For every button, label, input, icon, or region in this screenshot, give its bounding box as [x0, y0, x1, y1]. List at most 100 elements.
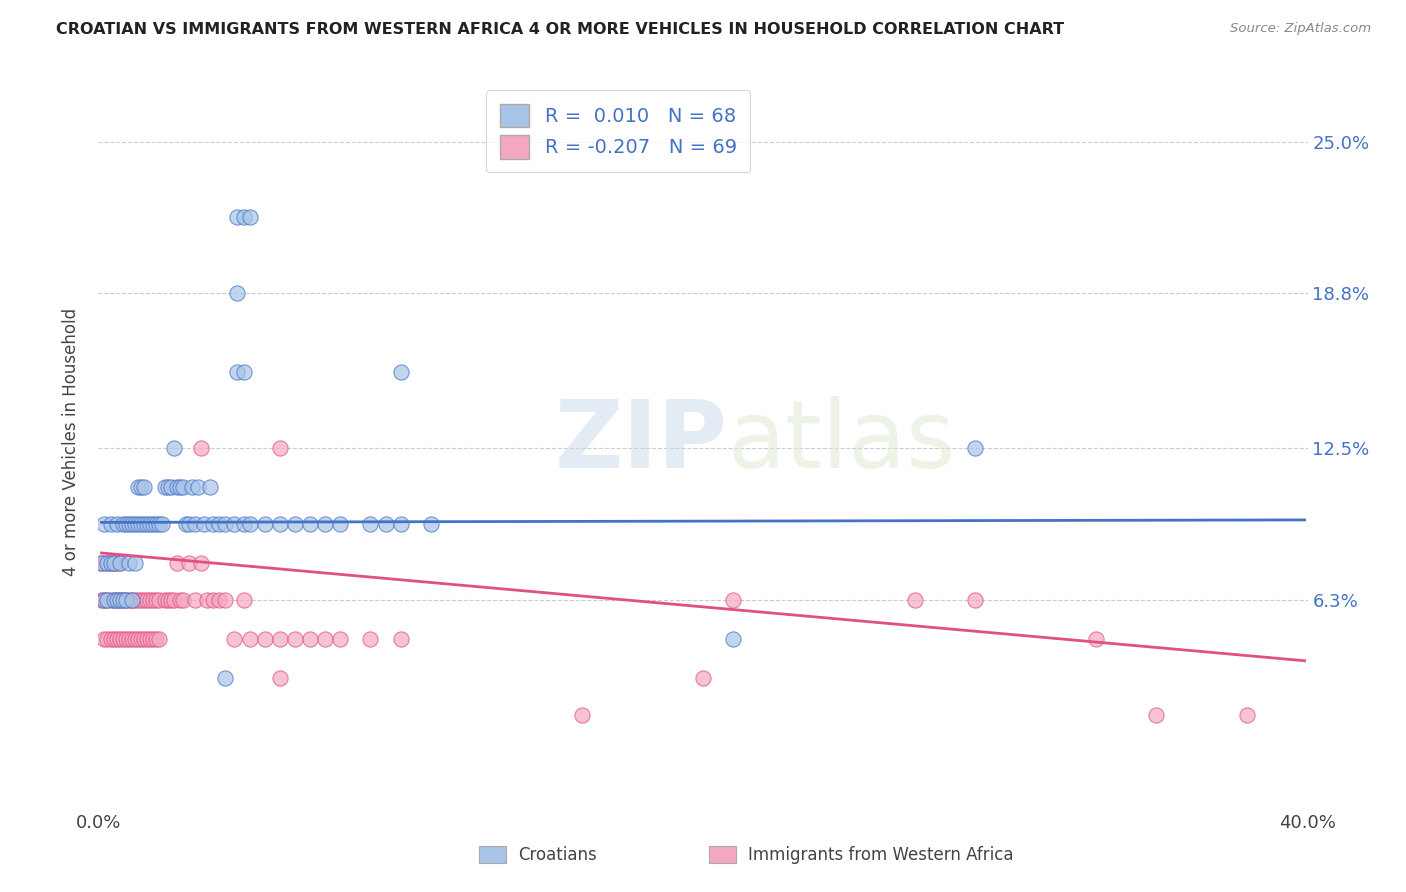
Point: [208, 592, 231, 607]
Point: [135, 592, 157, 607]
Point: [114, 592, 136, 607]
Point: [314, 516, 336, 531]
Point: [1236, 707, 1258, 722]
Point: [299, 632, 322, 646]
Point: [389, 365, 412, 379]
Point: [100, 556, 122, 570]
Point: [96, 632, 118, 646]
Point: [111, 516, 134, 531]
Point: [179, 516, 201, 531]
Point: [965, 441, 987, 455]
Point: [108, 592, 131, 607]
Point: [108, 632, 131, 646]
Point: [132, 480, 155, 494]
Point: [100, 632, 122, 646]
Point: [284, 516, 307, 531]
Point: [105, 556, 128, 570]
Point: [121, 592, 143, 607]
Y-axis label: 4 or more Vehicles in Household: 4 or more Vehicles in Household: [62, 308, 80, 575]
Point: [239, 211, 262, 225]
Point: [93, 556, 115, 570]
Point: [329, 516, 352, 531]
Text: Source: ZipAtlas.com: Source: ZipAtlas.com: [1230, 22, 1371, 36]
Point: [269, 441, 291, 455]
Point: [93, 592, 115, 607]
Point: [114, 516, 136, 531]
Point: [163, 592, 186, 607]
Point: [181, 480, 204, 494]
Point: [96, 556, 118, 570]
Point: [195, 592, 218, 607]
Point: [129, 592, 152, 607]
Point: [160, 480, 183, 494]
Point: [96, 556, 118, 570]
Point: [1085, 632, 1108, 646]
Point: [193, 516, 215, 531]
Point: [132, 592, 155, 607]
Point: [105, 516, 128, 531]
Point: [389, 632, 412, 646]
Point: [148, 632, 170, 646]
Point: [118, 516, 141, 531]
Point: [90, 592, 112, 607]
Point: [232, 592, 254, 607]
Point: [118, 556, 141, 570]
Text: Immigrants from Western Africa: Immigrants from Western Africa: [748, 846, 1014, 863]
Point: [239, 516, 262, 531]
Point: [129, 632, 152, 646]
Point: [121, 516, 143, 531]
Point: [121, 592, 143, 607]
Point: [232, 211, 254, 225]
Point: [174, 516, 197, 531]
Point: [105, 592, 128, 607]
Point: [145, 632, 167, 646]
Point: [226, 286, 249, 301]
Point: [160, 592, 183, 607]
Point: [184, 592, 207, 607]
Point: [96, 592, 118, 607]
Point: [214, 592, 236, 607]
Point: [139, 592, 162, 607]
Point: [163, 441, 186, 455]
Point: [200, 480, 222, 494]
Point: [127, 592, 149, 607]
Point: [142, 516, 165, 531]
Point: [105, 632, 128, 646]
Point: [253, 516, 276, 531]
Point: [284, 632, 307, 646]
Point: [172, 480, 194, 494]
Point: [179, 556, 201, 570]
Point: [202, 592, 225, 607]
Point: [93, 592, 115, 607]
Point: [111, 632, 134, 646]
Point: [145, 592, 167, 607]
Point: [142, 592, 165, 607]
Point: [111, 592, 134, 607]
Point: [420, 516, 443, 531]
Point: [156, 592, 179, 607]
Point: [105, 592, 128, 607]
Point: [253, 632, 276, 646]
Point: [214, 671, 236, 685]
Point: [108, 592, 131, 607]
Point: [239, 632, 262, 646]
Point: [389, 516, 412, 531]
FancyBboxPatch shape: [709, 847, 735, 863]
Point: [314, 632, 336, 646]
Point: [132, 632, 155, 646]
Point: [169, 480, 191, 494]
Point: [723, 592, 745, 607]
Point: [127, 516, 149, 531]
Point: [269, 516, 291, 531]
Text: atlas: atlas: [727, 395, 956, 488]
Text: ZIP: ZIP: [554, 395, 727, 488]
Point: [184, 516, 207, 531]
Point: [93, 632, 115, 646]
Point: [124, 556, 146, 570]
Point: [129, 480, 152, 494]
Point: [202, 516, 225, 531]
Point: [100, 592, 122, 607]
Point: [169, 592, 191, 607]
Text: CROATIAN VS IMMIGRANTS FROM WESTERN AFRICA 4 OR MORE VEHICLES IN HOUSEHOLD CORRE: CROATIAN VS IMMIGRANTS FROM WESTERN AFRI…: [56, 22, 1064, 37]
Point: [187, 480, 209, 494]
